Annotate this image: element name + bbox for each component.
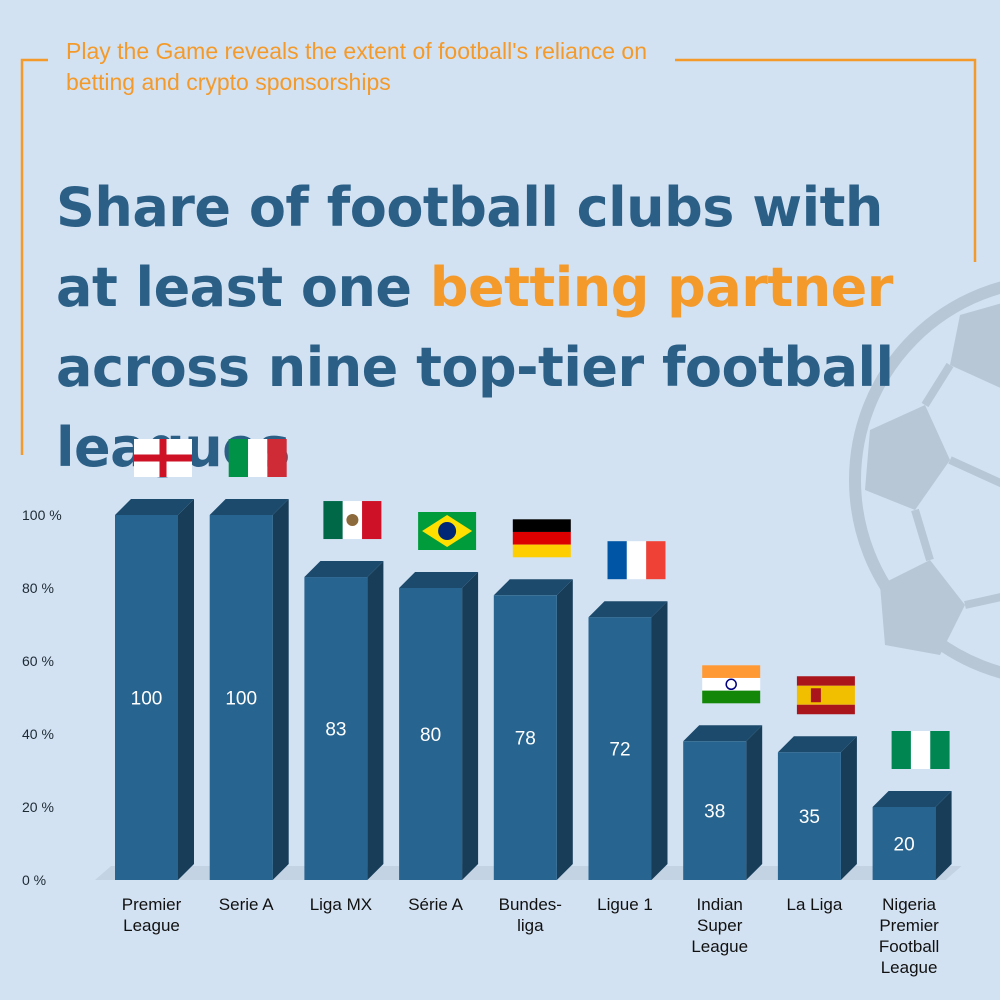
- y-tick-label: 80 %: [22, 580, 54, 596]
- category-label: Nigeria Premier Football League: [879, 895, 939, 977]
- category-label: Serie A: [219, 895, 274, 914]
- bar-group: 100: [115, 499, 194, 880]
- bar-group: 72: [588, 601, 668, 880]
- y-tick-label: 40 %: [22, 726, 54, 742]
- india-flag: [702, 665, 761, 704]
- bar-group: 38: [683, 725, 763, 880]
- france-flag: [607, 541, 666, 580]
- category-label: Liga MX: [310, 895, 372, 914]
- bar-value-label: 83: [325, 720, 346, 741]
- bar-value-label: 35: [799, 807, 820, 828]
- bar-side: [462, 572, 479, 880]
- bar-top: [872, 791, 952, 807]
- category-label: Série A: [408, 895, 463, 914]
- bar-top: [399, 572, 479, 588]
- bar-group: 35: [777, 736, 857, 880]
- bar-value-label: 100: [225, 689, 257, 710]
- bar-side: [367, 561, 384, 880]
- bar: [399, 588, 463, 880]
- bar-group: 78: [493, 579, 573, 880]
- category-label: La Liga: [787, 895, 843, 914]
- bar-value-label: 72: [609, 740, 630, 761]
- spain-flag: [796, 676, 855, 715]
- nigeria-flag: [891, 731, 950, 769]
- bar-side: [935, 791, 952, 880]
- bar-side: [651, 601, 668, 880]
- subtitle: Play the Game reveals the extent of foot…: [66, 38, 647, 95]
- bar-value-label: 20: [894, 835, 915, 856]
- title-part-1: Share of football clubs with at least on…: [56, 176, 883, 319]
- bar-top: [683, 725, 763, 742]
- bar-top: [209, 499, 289, 515]
- y-tick-label: 100 %: [22, 507, 62, 523]
- y-tick-label: 0 %: [22, 872, 46, 888]
- y-tick-label: 60 %: [22, 653, 54, 669]
- category-label: Indian Super League: [691, 895, 748, 956]
- bar-top: [493, 579, 573, 596]
- bar: [493, 595, 557, 880]
- bar-top: [588, 601, 668, 618]
- bar: [115, 515, 178, 880]
- bar-group: 20: [872, 791, 952, 880]
- brazil-flag: [418, 512, 477, 550]
- title-highlight: betting partner: [429, 256, 894, 319]
- italy-flag: [228, 439, 287, 477]
- bar: [683, 741, 747, 880]
- category-label: Ligue 1: [597, 895, 653, 914]
- bar-value-label: 100: [131, 689, 163, 710]
- bar-group: 80: [399, 572, 479, 880]
- soccer-ball-icon: [849, 281, 1000, 679]
- bar: [777, 752, 841, 880]
- bar-group: 100: [209, 499, 289, 880]
- bar-value-label: 38: [704, 802, 725, 823]
- bar: [588, 617, 652, 880]
- bar-side: [272, 499, 289, 880]
- bar-side: [746, 725, 763, 880]
- bar-top: [777, 736, 857, 753]
- bar: [209, 515, 273, 880]
- bar-top: [304, 561, 384, 578]
- bar-value-label: 78: [515, 729, 536, 750]
- y-tick-label: 20 %: [22, 799, 54, 815]
- category-label: Premier League: [122, 895, 182, 935]
- bar-top: [115, 499, 194, 515]
- bar-group: 83: [304, 561, 384, 880]
- england-flag: [134, 439, 192, 477]
- bar-side: [556, 579, 573, 880]
- bar-value-label: 80: [420, 725, 441, 746]
- germany-flag: [512, 519, 571, 558]
- bar: [304, 577, 368, 880]
- bar-side: [178, 499, 194, 880]
- mexico-flag: [323, 501, 382, 540]
- category-label: Bundes-liga: [499, 895, 562, 935]
- bar: [872, 807, 936, 880]
- bar-side: [840, 736, 857, 880]
